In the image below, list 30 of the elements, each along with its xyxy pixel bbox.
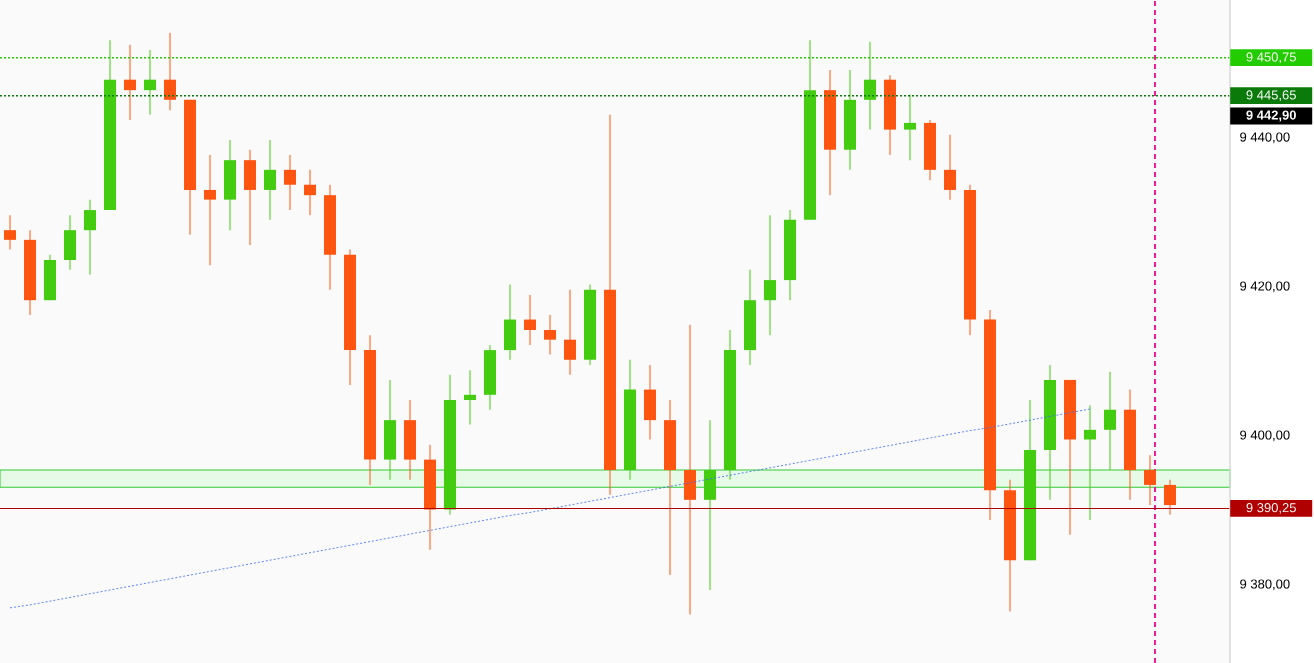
text: 9 442,90 [1246, 110, 1296, 122]
candlestick [1144, 454, 1157, 506]
candlestick [564, 289, 577, 376]
candlestick [164, 32, 177, 111]
candlestick [524, 294, 537, 346]
ref-line-label: 9 450,75 [1246, 52, 1296, 64]
candlestick [864, 41, 877, 131]
candlestick [464, 369, 477, 426]
ref-line-label: 9 445,65 [1246, 90, 1296, 102]
candlestick [904, 94, 917, 161]
ref-line-label: 9 390,25 [1246, 503, 1296, 514]
candlestick [944, 134, 957, 201]
candlestick [304, 169, 317, 216]
y-tick-label: 9 400,00 [1240, 430, 1290, 442]
candlestick [544, 314, 557, 356]
y-tick-label: 9 440,00 [1240, 132, 1290, 144]
candlestick [204, 154, 217, 266]
candlestick [4, 214, 17, 251]
candlestick [764, 214, 777, 336]
candlestick [1104, 371, 1117, 471]
candlestick [284, 154, 297, 211]
candlestick [684, 324, 697, 616]
y-tick-label: 9 380,00 [1240, 579, 1290, 591]
candlestick [264, 139, 277, 221]
y-tick-label: 9 420,00 [1240, 281, 1290, 293]
candlestick [1084, 404, 1097, 521]
candlestick [124, 44, 137, 121]
candlestick [1164, 479, 1177, 516]
candlestick [84, 199, 97, 276]
candlestick [144, 49, 157, 116]
